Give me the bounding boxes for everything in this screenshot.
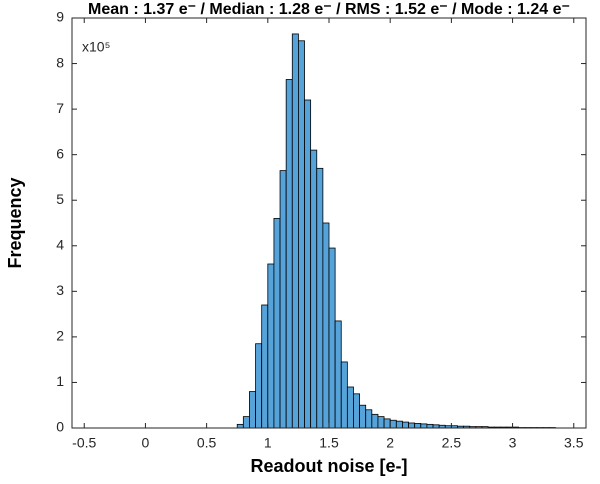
y-multiplier: x10⁵ — [82, 39, 110, 55]
histogram-bar — [236, 423, 244, 429]
histogram-bar — [285, 79, 293, 429]
x-tick-label: 0 — [142, 435, 150, 451]
histogram-bar — [242, 416, 250, 429]
histogram-bar — [322, 222, 330, 429]
histogram-bar — [420, 423, 428, 429]
histogram-bar — [249, 391, 256, 429]
y-tick-label: 4 — [56, 236, 64, 252]
histogram-bar — [414, 423, 422, 429]
histogram-bar — [304, 99, 312, 429]
y-tick-label: 3 — [56, 282, 64, 298]
y-tick-label: 9 — [56, 9, 64, 25]
x-tick-label: -0.5 — [72, 435, 96, 451]
y-axis-title: Frequency — [5, 177, 25, 268]
y-tick-label: 2 — [56, 328, 64, 344]
x-tick-label: 3 — [509, 435, 517, 451]
y-tick-label: 5 — [56, 191, 64, 207]
y-tick-label: 6 — [56, 145, 64, 161]
histogram-bar — [328, 247, 336, 429]
histogram-bar — [377, 416, 385, 429]
histogram-bar — [310, 149, 318, 429]
histogram-bar — [316, 167, 324, 429]
histogram-bar — [267, 263, 275, 429]
histogram-bar — [273, 218, 281, 429]
y-tick-label: 8 — [56, 54, 64, 70]
histogram-bar — [255, 343, 263, 429]
chart-title: Mean : 1.37 e⁻ / Median : 1.28 e⁻ / RMS … — [88, 1, 570, 18]
histogram-bar — [346, 386, 354, 429]
histogram-bar — [279, 170, 287, 429]
histogram-bar — [353, 393, 360, 429]
y-tick-label: 0 — [56, 419, 64, 435]
histogram-bar — [334, 320, 342, 429]
histogram-bar — [389, 419, 397, 429]
histogram-bar — [291, 33, 299, 429]
histogram-bar — [402, 421, 409, 429]
x-tick-label: 2 — [386, 435, 394, 451]
x-tick-label: 0.5 — [197, 435, 217, 451]
x-axis-title: Readout noise [e-] — [250, 456, 407, 476]
histogram-bar — [395, 420, 403, 429]
x-tick-label: 1.5 — [319, 435, 339, 451]
histogram-bar — [371, 413, 379, 429]
y-tick-label: 1 — [56, 373, 64, 389]
histogram-bar — [298, 40, 305, 429]
x-tick-label: 1 — [264, 435, 272, 451]
histogram-bar — [426, 423, 434, 429]
histogram-bar — [340, 361, 348, 429]
x-tick-label: 3.5 — [564, 435, 584, 451]
y-tick-label: 7 — [56, 100, 64, 116]
histogram-bar — [261, 304, 269, 429]
x-tick-label: 2.5 — [442, 435, 462, 451]
histogram-bar — [408, 422, 416, 429]
histogram-bar — [365, 409, 373, 429]
histogram-bar — [359, 404, 367, 429]
histogram-bar — [383, 418, 391, 429]
